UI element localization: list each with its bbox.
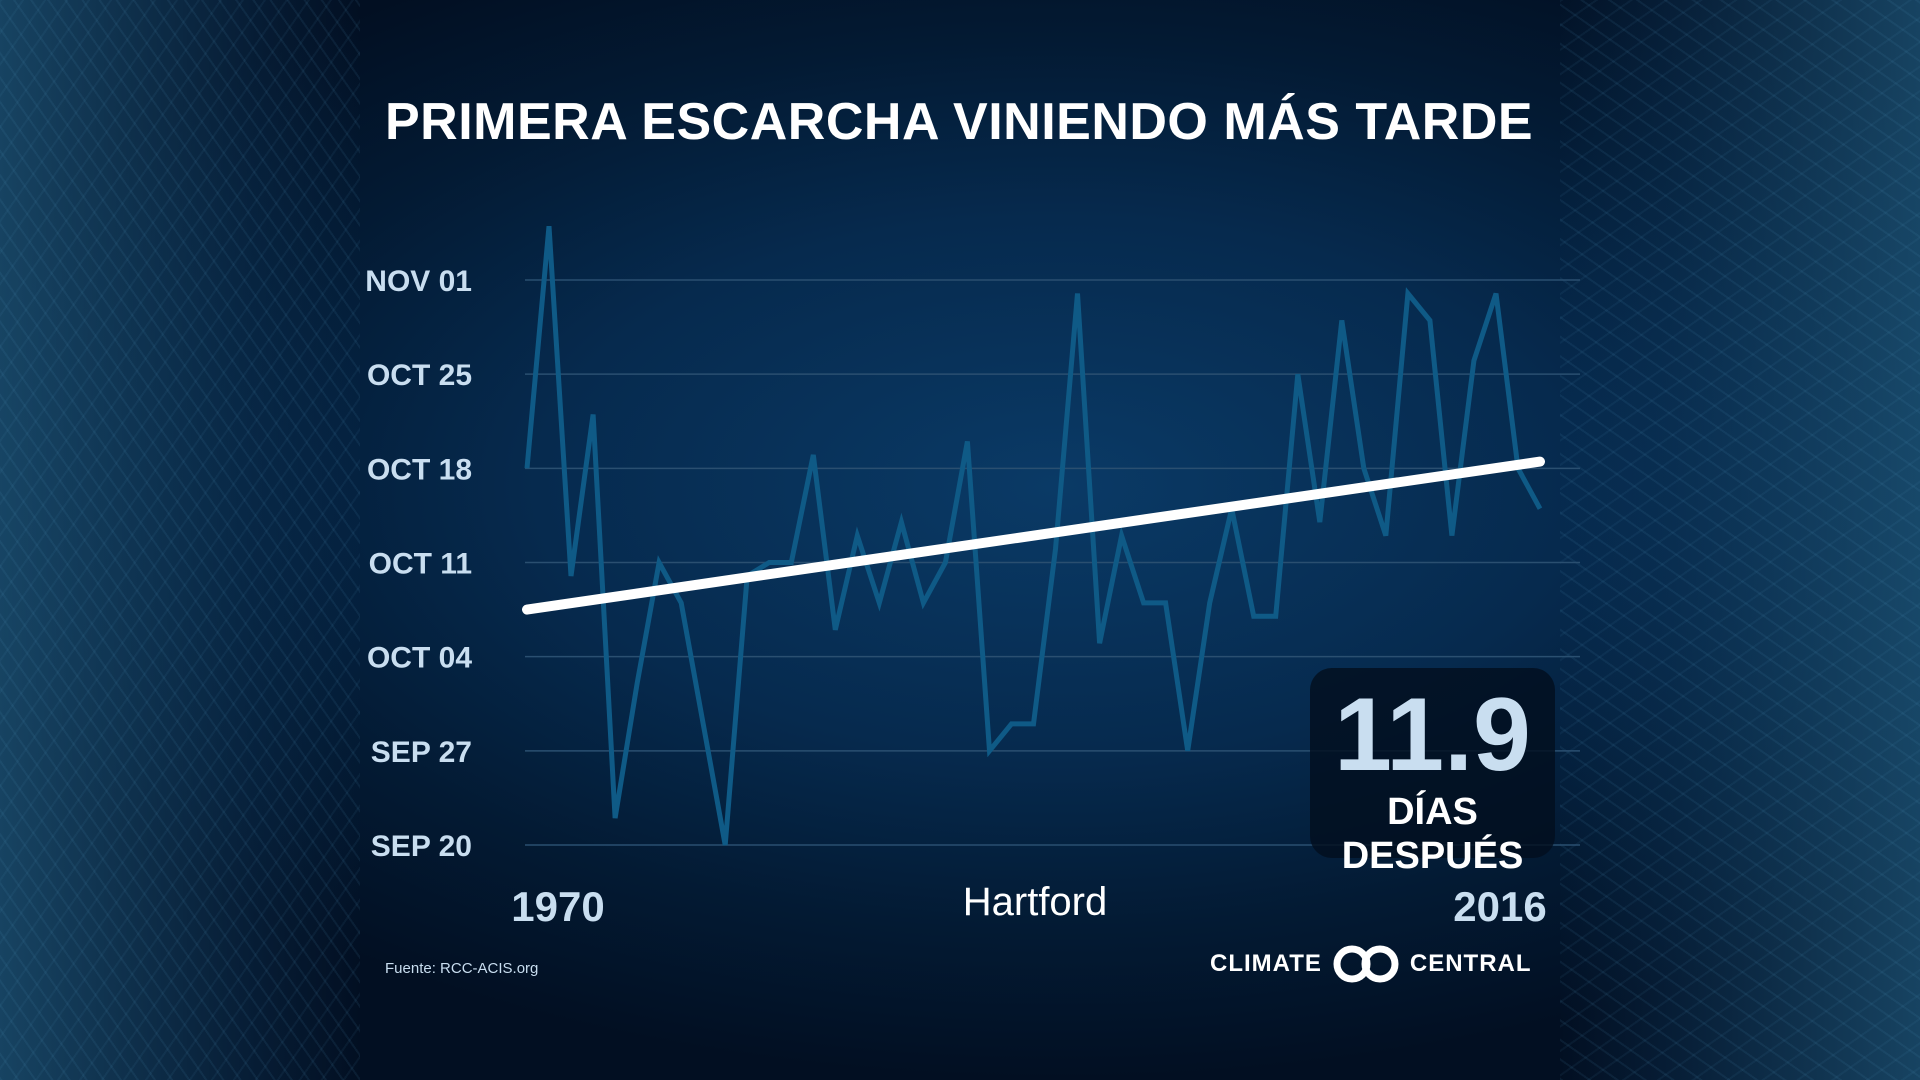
y-tick-label: OCT 25 [367, 359, 472, 392]
frost-background-left [0, 0, 360, 1080]
logo: CLIMATE CENTRAL [1210, 942, 1532, 986]
logo-left-text: CLIMATE [1210, 950, 1322, 977]
y-tick-label: SEP 20 [371, 830, 472, 863]
chart-title: PRIMERA ESCARCHA VINIENDO MÁS TARDE [385, 93, 1534, 151]
logo-right-text: CENTRAL [1409, 950, 1532, 977]
stat-value: 11.9 [1334, 677, 1531, 793]
trend-line [522, 456, 1545, 615]
station-label: Hartford [962, 880, 1108, 924]
y-tick-label: OCT 04 [367, 642, 472, 675]
x-tick-label: 1970 [511, 883, 604, 930]
y-axis-ticks: SEP 20 SEP 27 OCT 04 OCT 11 OCT 18 OCT 25 NOV … [365, 265, 472, 863]
stat-label: DÍAS DESPUÉS [1341, 791, 1524, 877]
climate-central-logo-icon [1333, 945, 1399, 983]
series [522, 225, 1545, 846]
y-tick-label: NOV 01 [365, 265, 472, 298]
x-axis-ticks: 1970 2016 [511, 883, 1546, 930]
x-tick-label: 2016 [1453, 883, 1546, 930]
y-tick-label: OCT 11 [369, 548, 472, 581]
frost-background-right [1560, 0, 1920, 1080]
y-tick-label: SEP 27 [371, 736, 472, 769]
stat-box: 11.9 DÍAS DESPUÉS [1310, 668, 1555, 877]
source-note: Fuente: RCC-ACIS.org [385, 960, 539, 977]
y-tick-label: OCT 18 [367, 453, 472, 486]
